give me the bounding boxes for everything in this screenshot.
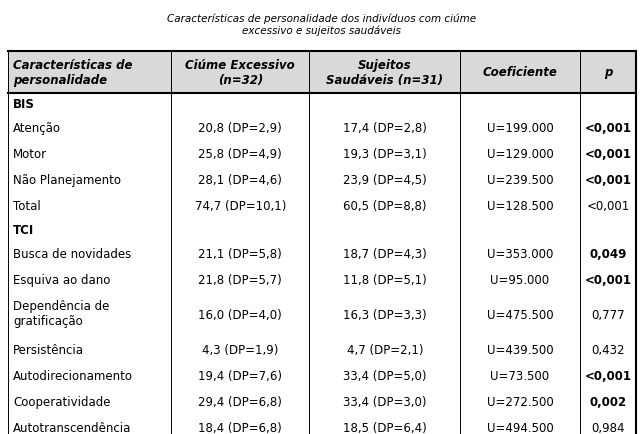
Text: U=129.000: U=129.000 — [487, 148, 553, 161]
Text: Cooperatividade: Cooperatividade — [13, 395, 110, 408]
Text: 25,8 (DP=4,9): 25,8 (DP=4,9) — [198, 148, 282, 161]
Text: 19,4 (DP=7,6): 19,4 (DP=7,6) — [198, 369, 282, 382]
Text: 18,7 (DP=4,3): 18,7 (DP=4,3) — [343, 248, 427, 260]
Text: U=272.500: U=272.500 — [487, 395, 553, 408]
Text: 19,3 (DP=3,1): 19,3 (DP=3,1) — [343, 148, 427, 161]
Text: U=73.500: U=73.500 — [490, 369, 549, 382]
Text: 21,1 (DP=5,8): 21,1 (DP=5,8) — [198, 248, 282, 260]
Text: Características de personalidade dos indivíduos com ciúme
excessivo e sujeitos s: Características de personalidade dos ind… — [167, 13, 477, 36]
Text: 11,8 (DP=5,1): 11,8 (DP=5,1) — [343, 273, 427, 286]
Text: p: p — [603, 66, 612, 79]
Text: U=353.000: U=353.000 — [487, 248, 553, 260]
Text: 0,984: 0,984 — [591, 421, 625, 434]
Text: <0,001: <0,001 — [586, 200, 630, 213]
Text: U=239.500: U=239.500 — [487, 174, 553, 187]
Text: 16,0 (DP=4,0): 16,0 (DP=4,0) — [198, 309, 282, 322]
Text: U=199.000: U=199.000 — [487, 122, 553, 135]
Text: 74,7 (DP=10,1): 74,7 (DP=10,1) — [194, 200, 286, 213]
Text: U=439.500: U=439.500 — [487, 344, 553, 356]
Text: 60,5 (DP=8,8): 60,5 (DP=8,8) — [343, 200, 426, 213]
Text: <0,001: <0,001 — [584, 122, 631, 135]
Text: Motor: Motor — [13, 148, 47, 161]
Text: 17,4 (DP=2,8): 17,4 (DP=2,8) — [343, 122, 427, 135]
Text: TCI: TCI — [13, 224, 34, 237]
Text: 4,7 (DP=2,1): 4,7 (DP=2,1) — [346, 344, 423, 356]
Text: 18,4 (DP=6,8): 18,4 (DP=6,8) — [198, 421, 282, 434]
Text: Persistência: Persistência — [13, 344, 84, 356]
Text: 28,1 (DP=4,6): 28,1 (DP=4,6) — [198, 174, 282, 187]
Text: 0,777: 0,777 — [591, 309, 625, 322]
Text: U=475.500: U=475.500 — [487, 309, 553, 322]
Text: U=95.000: U=95.000 — [490, 273, 549, 286]
Text: 16,3 (DP=3,3): 16,3 (DP=3,3) — [343, 309, 427, 322]
Text: Dependência de: Dependência de — [13, 299, 109, 312]
Text: Características de
personalidade: Características de personalidade — [13, 59, 133, 86]
Text: U=494.500: U=494.500 — [487, 421, 553, 434]
Text: U=128.500: U=128.500 — [487, 200, 553, 213]
Text: 21,8 (DP=5,7): 21,8 (DP=5,7) — [198, 273, 282, 286]
Text: Sujeitos
Saudáveis (n=31): Sujeitos Saudáveis (n=31) — [327, 59, 443, 86]
Text: Autodirecionamento: Autodirecionamento — [13, 369, 133, 382]
Text: <0,001: <0,001 — [584, 148, 631, 161]
Text: Coeficiente: Coeficiente — [482, 66, 558, 79]
Text: Busca de novidades: Busca de novidades — [13, 248, 131, 260]
Text: Esquiva ao dano: Esquiva ao dano — [13, 273, 110, 286]
Text: Não Planejamento: Não Planejamento — [13, 174, 121, 187]
Text: 33,4 (DP=5,0): 33,4 (DP=5,0) — [343, 369, 426, 382]
Text: 4,3 (DP=1,9): 4,3 (DP=1,9) — [202, 344, 278, 356]
Text: <0,001: <0,001 — [584, 174, 631, 187]
Text: 33,4 (DP=3,0): 33,4 (DP=3,0) — [343, 395, 426, 408]
Text: 23,9 (DP=4,5): 23,9 (DP=4,5) — [343, 174, 427, 187]
Text: <0,001: <0,001 — [584, 369, 631, 382]
Text: 20,8 (DP=2,9): 20,8 (DP=2,9) — [198, 122, 282, 135]
Text: Atenção: Atenção — [13, 122, 61, 135]
Text: Total: Total — [13, 200, 41, 213]
Text: gratificação: gratificação — [13, 314, 82, 327]
Text: 29,4 (DP=6,8): 29,4 (DP=6,8) — [198, 395, 282, 408]
Text: BIS: BIS — [13, 98, 35, 111]
Text: 0,432: 0,432 — [591, 344, 625, 356]
Text: 0,049: 0,049 — [589, 248, 627, 260]
Text: Autotranscendência: Autotranscendência — [13, 421, 131, 434]
Text: <0,001: <0,001 — [584, 273, 631, 286]
Text: 18,5 (DP=6,4): 18,5 (DP=6,4) — [343, 421, 427, 434]
Text: Ciúme Excessivo
(n=32): Ciúme Excessivo (n=32) — [185, 59, 295, 86]
FancyBboxPatch shape — [8, 52, 636, 93]
Text: 0,002: 0,002 — [589, 395, 627, 408]
